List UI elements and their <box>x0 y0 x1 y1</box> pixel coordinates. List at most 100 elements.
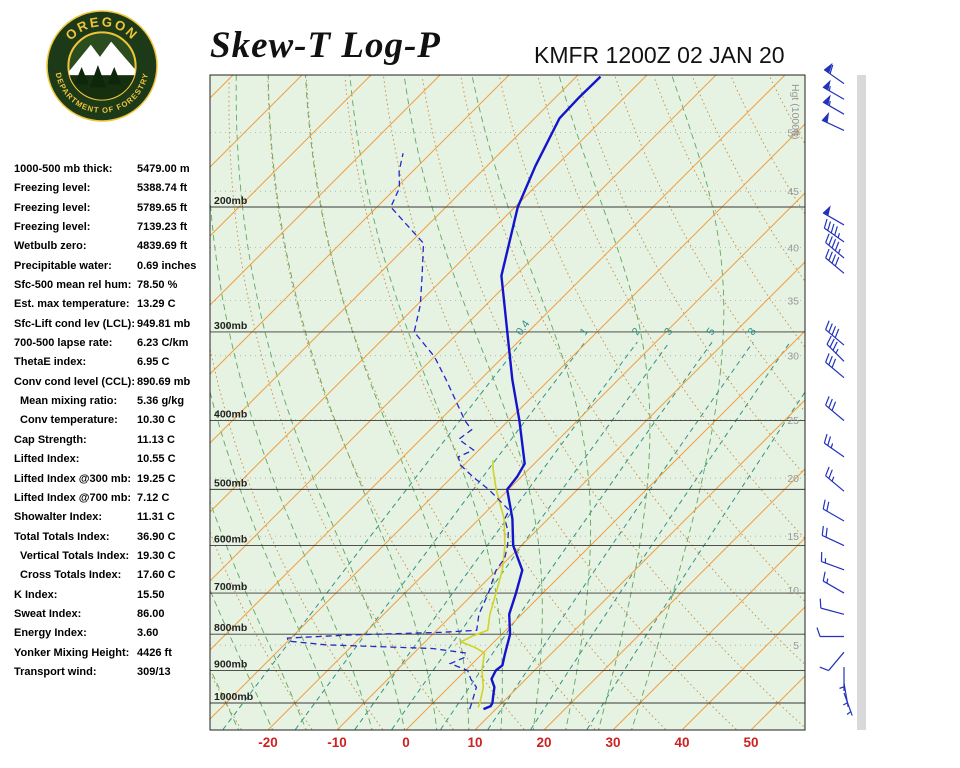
stat-row: ThetaE index: 6.95 C <box>14 356 210 375</box>
stat-label: Transport wind: <box>14 665 97 678</box>
stat-label: Showalter Index: <box>14 511 103 524</box>
isotherm-lines <box>210 75 805 730</box>
stat-value: 17.60 C <box>137 569 176 582</box>
wind-barb <box>819 651 845 672</box>
stat-label: Energy Index: <box>14 627 87 640</box>
wetbulb-trace <box>459 460 506 708</box>
stat-row: Cross Totals Index: 17.60 C <box>14 569 210 588</box>
stat-label: Est. max temperature: <box>14 298 130 311</box>
logo-outer-ring <box>46 10 158 122</box>
stat-label: Conv cond level (CCL): <box>14 375 136 388</box>
stat-label: Total Totals Index: <box>14 530 110 543</box>
stat-row: Sfc-Lift cond lev (LCL): 949.81 mb <box>14 318 210 337</box>
stat-row: Mean mixing ratio: 5.36 g/kg <box>14 395 210 414</box>
stat-row: Freezing level: 5789.65 ft <box>14 202 210 221</box>
stat-label: Freezing level: <box>14 201 91 214</box>
height-axis-title: Hgt (1000ft) <box>789 84 801 139</box>
stat-label: Freezing level: <box>14 221 91 234</box>
height-tick-label: 50 <box>787 127 799 139</box>
mountain-icon <box>68 41 136 78</box>
stat-value: 11.31 C <box>137 511 175 524</box>
stat-value: 3.60 <box>137 627 159 640</box>
stat-row: Sweat Index: 86.00 <box>14 608 210 627</box>
stat-row: Conv temperature: 10.30 C <box>14 414 210 433</box>
x-axis-tick-label: 20 <box>536 735 551 750</box>
dry-adiabats <box>210 76 805 730</box>
right-gutter-bar <box>857 75 866 730</box>
stat-value: 6.95 C <box>137 356 170 369</box>
wind-barb <box>822 571 845 594</box>
stat-value: 7139.23 ft <box>137 221 188 234</box>
wind-barb <box>823 62 845 85</box>
stat-row: Freezing level: 7139.23 ft <box>14 221 210 240</box>
wind-barb <box>825 320 845 346</box>
stat-row: Precipitable water: 0.69 inches <box>14 260 210 279</box>
stat-value: 5789.65 ft <box>137 201 188 214</box>
stat-row: Freezing level: 5388.74 ft <box>14 182 210 201</box>
stat-value: 10.55 C <box>137 453 176 466</box>
x-axis-tick-label: 0 <box>402 735 410 750</box>
stat-label: Cross Totals Index: <box>20 569 122 582</box>
stat-value: 0.69 inches <box>137 259 197 272</box>
pressure-label: 800mb <box>214 622 247 634</box>
stat-value: 6.23 C/km <box>137 337 189 350</box>
pressure-label: 600mb <box>214 534 247 546</box>
tree-icon <box>107 67 122 85</box>
stat-label: K Index: <box>14 588 58 601</box>
x-axis-tick-label: 10 <box>467 735 482 750</box>
stat-label: Mean mixing ratio: <box>20 395 118 408</box>
wind-barb <box>819 598 845 615</box>
stat-value: 5.36 g/kg <box>137 395 185 408</box>
stat-row: Wetbulb zero: 4839.69 ft <box>14 240 210 259</box>
stat-row: Cap Strength: 11.13 C <box>14 434 210 453</box>
stat-value: 13.29 C <box>137 298 176 311</box>
station-datetime: KMFR 1200Z 02 JAN 20 <box>534 42 785 68</box>
stat-label: Lifted Index: <box>14 453 80 466</box>
stat-label: Sfc-Lift cond lev (LCL): <box>14 317 135 330</box>
stat-value: 19.25 C <box>137 472 176 485</box>
page-title: Skew-T Log-P <box>210 25 441 66</box>
wind-barb <box>816 627 844 638</box>
wind-barb <box>825 396 845 422</box>
stat-value: 890.69 mb <box>137 375 191 388</box>
stat-label: Wetbulb zero: <box>14 240 87 253</box>
wind-barb <box>823 218 845 243</box>
height-tick-label: 35 <box>787 296 799 308</box>
height-labels: 50 45 40 35 30 25 20 15 10 5 Hgt (1000ft) <box>787 84 801 652</box>
stat-row: 1000-500 mb thick: 5479.00 m <box>14 163 210 182</box>
stat-row: 700-500 lapse rate: 6.23 C/km <box>14 337 210 356</box>
stat-row: Transport wind: 309/13 <box>14 666 210 685</box>
height-tick-label: 15 <box>787 531 799 543</box>
stat-row: Lifted Index: 10.55 C <box>14 453 210 472</box>
pressure-label: 300mb <box>214 320 247 332</box>
stat-row: Vertical Totals Index: 19.30 C <box>14 550 210 569</box>
x-axis-labels: -20 -10 0 10 20 30 40 50 <box>258 735 758 750</box>
temperature-trace <box>483 75 602 711</box>
wind-barb <box>821 525 845 547</box>
wind-barb <box>823 433 845 458</box>
stat-value: 78.50 % <box>137 279 178 292</box>
stat-value: 10.30 C <box>137 414 176 427</box>
height-tick-label: 25 <box>787 415 799 427</box>
mixing-ratio-label: 1 <box>578 326 591 338</box>
mixing-ratio-label: 2 <box>630 326 643 338</box>
stat-label: Sfc-500 mean rel hum: <box>14 279 132 292</box>
pressure-label: 900mb <box>214 659 247 671</box>
stats-panel: 1000-500 mb thick: 5479.00 m Freezing leve… <box>14 163 210 685</box>
wind-barbs <box>816 62 853 716</box>
wind-barb <box>822 79 845 100</box>
stat-row: K Index: 15.50 <box>14 589 210 608</box>
stat-label: Sweat Index: <box>14 607 82 620</box>
stat-value: 5479.00 m <box>137 163 190 175</box>
stat-row: Sfc-500 mean rel hum: 78.50 % <box>14 279 210 298</box>
wind-barb <box>825 233 845 259</box>
stat-label: ThetaE index: <box>14 356 87 369</box>
wind-barb <box>826 335 845 362</box>
stat-value: 4426 ft <box>137 646 172 659</box>
wind-barb <box>825 353 845 379</box>
stat-row: Energy Index: 3.60 <box>14 627 210 646</box>
tree-icon <box>74 67 89 85</box>
wind-barb <box>822 205 845 226</box>
stat-label: Freezing level: <box>14 182 91 195</box>
